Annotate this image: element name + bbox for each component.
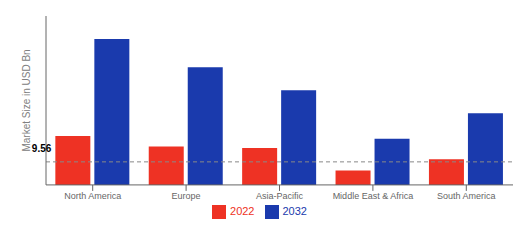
svg-text:North America: North America <box>64 191 121 201</box>
svg-text:Middle East & Africa: Middle East & Africa <box>333 191 414 201</box>
svg-text:Europe: Europe <box>172 191 201 201</box>
html-text:2022: 2022 <box>230 204 255 217</box>
svg-text:South America: South America <box>437 191 496 201</box>
svg-text:Market Size in USD Bn: Market Size in USD Bn <box>21 49 32 151</box>
html-text:2032: 2032 <box>282 204 307 217</box>
svg-text:Asia-Pacific: Asia-Pacific <box>256 191 304 201</box>
svg-text:9.56: 9.56 <box>32 143 52 154</box>
